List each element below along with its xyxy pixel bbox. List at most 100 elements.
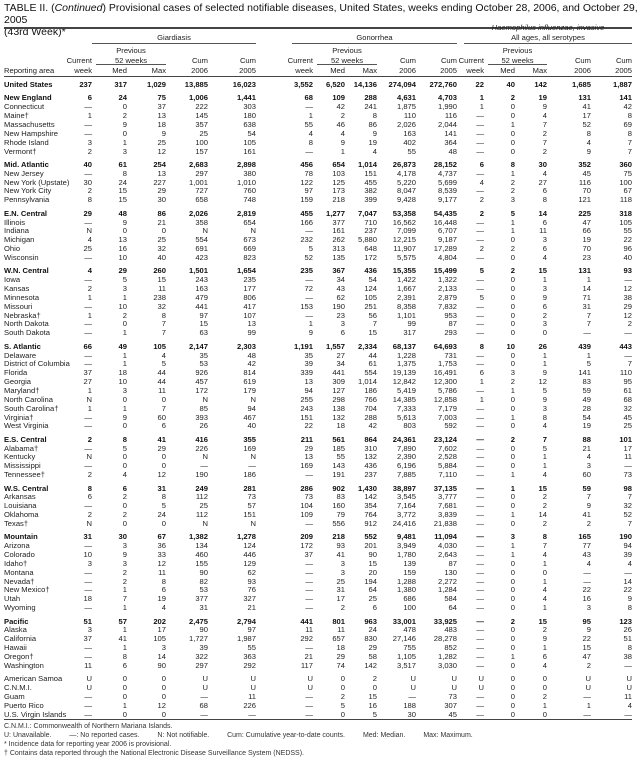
gonorrhea-cum-2006: 110 <box>403 111 416 121</box>
giardiasis-max: 4 <box>161 603 166 613</box>
hib-cum-2006: 22 <box>582 585 591 595</box>
hib-max: 9 <box>542 292 547 302</box>
giardiasis-max: 60 <box>157 412 166 422</box>
hib-current-week: — <box>476 501 484 511</box>
hib-cum-2005: 7 <box>627 137 632 147</box>
hib-max: 0 <box>542 674 547 684</box>
gonorrhea-max: 764 <box>364 510 377 520</box>
gonorrhea-med: 42 <box>336 102 345 112</box>
hib-current-week: — <box>476 186 484 196</box>
giardiasis-med: 15 <box>118 186 127 196</box>
giardiasis-max: 3 <box>161 643 166 653</box>
gonorrhea-current-week: — <box>305 292 313 302</box>
hib-cum-2005: 98 <box>623 483 632 493</box>
gonorrhea-max: 382 <box>364 186 377 196</box>
hib-cum-2006: 47 <box>582 217 591 227</box>
giardiasis-cum-2005: 673 <box>243 235 256 245</box>
giardiasis-max: 36 <box>157 541 166 551</box>
giardiasis-cum-2006: 554 <box>195 235 208 245</box>
hib-cum-2005: 360 <box>619 159 632 169</box>
giardiasis-cum-2006: 441 <box>195 301 208 311</box>
giardiasis-current-week: 37 <box>83 368 92 378</box>
gonorrhea-current-week: — <box>305 567 313 577</box>
table-row: Oregon† — 8 14 322 363 21 29 58 1,105 1,282 — 1 6 47 38 <box>0 651 632 662</box>
hib-current-week: 5 <box>479 266 484 276</box>
giardiasis-cum-2005: 93 <box>247 576 256 586</box>
hib-current-week: — <box>476 532 484 542</box>
giardiasis-cum-2006: 393 <box>195 412 208 422</box>
table-row: Minnesota 1 1 238 479 806 — 62 105 2,391 2,879 5 0 9 7… <box>0 292 632 303</box>
giardiasis-current-week: 31 <box>83 532 92 542</box>
gonorrhea-cum-2005: 17,289 <box>433 244 457 254</box>
giardiasis-max: 1,029 <box>146 80 166 89</box>
hib-current-week: — <box>476 558 484 568</box>
gonorrhea-current-week: 117 <box>300 660 313 670</box>
hib-current-week: — <box>476 643 484 653</box>
gonorrhea-cum-2005: 7,179 <box>437 403 457 413</box>
hib-med: 1 <box>510 226 515 236</box>
gonorrhea-cum-2005: 364 <box>444 137 457 147</box>
hib-cum-2005: — <box>624 660 632 670</box>
hib-max: 9 <box>542 368 547 378</box>
gonorrhea-current-week: 255 <box>300 394 313 404</box>
hib-cum-2005: 100 <box>619 177 632 187</box>
reporting-area-name: Wisconsin <box>4 252 39 262</box>
gonorrhea-cum-2005: 33,925 <box>433 616 457 626</box>
gonorrhea-med: 2 <box>340 603 345 613</box>
hib-cum-2005: 25 <box>623 421 632 431</box>
giardiasis-cum-2006: 85 <box>199 403 208 413</box>
gonorrhea-current-week: — <box>305 709 313 719</box>
gonorrhea-max: 61 <box>368 359 377 369</box>
gonorrhea-cum-2006: 188 <box>403 700 416 710</box>
giardiasis-current-week: — <box>84 461 92 471</box>
gonorrhea-med: 31 <box>336 585 345 595</box>
giardiasis-med: 3 <box>122 146 127 156</box>
gonorrhea-max: 15 <box>368 558 377 568</box>
hib-cum-2006: 3 <box>586 461 591 471</box>
giardiasis-current-week: — <box>84 328 92 338</box>
giardiasis-med: 0 <box>122 226 127 236</box>
reporting-area-name: Oregon† <box>4 651 34 661</box>
table-row: Idaho† 3 3 12 155 129 — 3 15 139 87 — 0 1 4 4 <box>0 558 632 569</box>
hib-med: 0 <box>510 292 515 302</box>
gonorrhea-med: 18 <box>336 421 345 431</box>
gonorrhea-current-week: 456 <box>300 159 313 169</box>
hib-cum-2005: 110 <box>619 368 632 378</box>
gonorrhea-current-week: — <box>305 700 313 710</box>
gonorrhea-cum-2006: 159 <box>403 567 416 577</box>
gonorrhea-cum-2005: 5,786 <box>437 385 457 395</box>
footnote-nedss: † Contains data reported through the Nat… <box>4 750 304 757</box>
current-header: Current <box>66 56 92 65</box>
giardiasis-cum-2005: 40 <box>247 421 256 431</box>
gonorrhea-cum-2005: 6,707 <box>437 226 457 236</box>
header-top-rule <box>4 27 632 29</box>
hib-cum-2006: 1 <box>586 275 591 285</box>
giardiasis-max: 12 <box>157 558 166 568</box>
hib-med: 1 <box>510 119 515 129</box>
giardiasis-med: 0 <box>122 709 127 719</box>
hib-max: 1 <box>542 461 547 471</box>
gonorrhea-max: 436 <box>364 461 377 471</box>
hib-cum-2006: 71 <box>582 292 591 302</box>
hib-cum-2006: — <box>583 328 591 338</box>
gonorrhea-cum-2006: 19,139 <box>392 368 416 378</box>
reporting-area-name: C.N.M.I. <box>4 683 32 693</box>
gonorrhea-cum-2005: 28,278 <box>433 634 457 644</box>
giardiasis-cum-2005: 226 <box>243 700 256 710</box>
gonorrhea-current-week: — <box>305 102 313 112</box>
reporting-area-name: Texas† <box>4 518 29 528</box>
giardiasis-cum-2005: 748 <box>243 195 256 205</box>
reporting-area-name: Colorado <box>4 550 35 560</box>
gonorrhea-cum-2006: U <box>410 674 416 684</box>
giardiasis-max: 5 <box>161 359 166 369</box>
hib-med: 0 <box>510 146 515 156</box>
gonorrhea-cum-2006: 5,220 <box>396 177 416 187</box>
giardiasis-med: 2 <box>122 310 127 320</box>
gonorrhea-max: 766 <box>364 394 377 404</box>
hib-med: 1 <box>510 168 515 178</box>
reporting-area-name: Arizona <box>4 541 30 551</box>
gonorrhea-med: 801 <box>332 616 345 626</box>
title-continued: Continued <box>54 2 103 14</box>
region-total-row: W.S. Central 8 6 31 249 281 286 902 1,430 38,897 3… <box>0 483 632 494</box>
giardiasis-med: 0 <box>122 501 127 511</box>
